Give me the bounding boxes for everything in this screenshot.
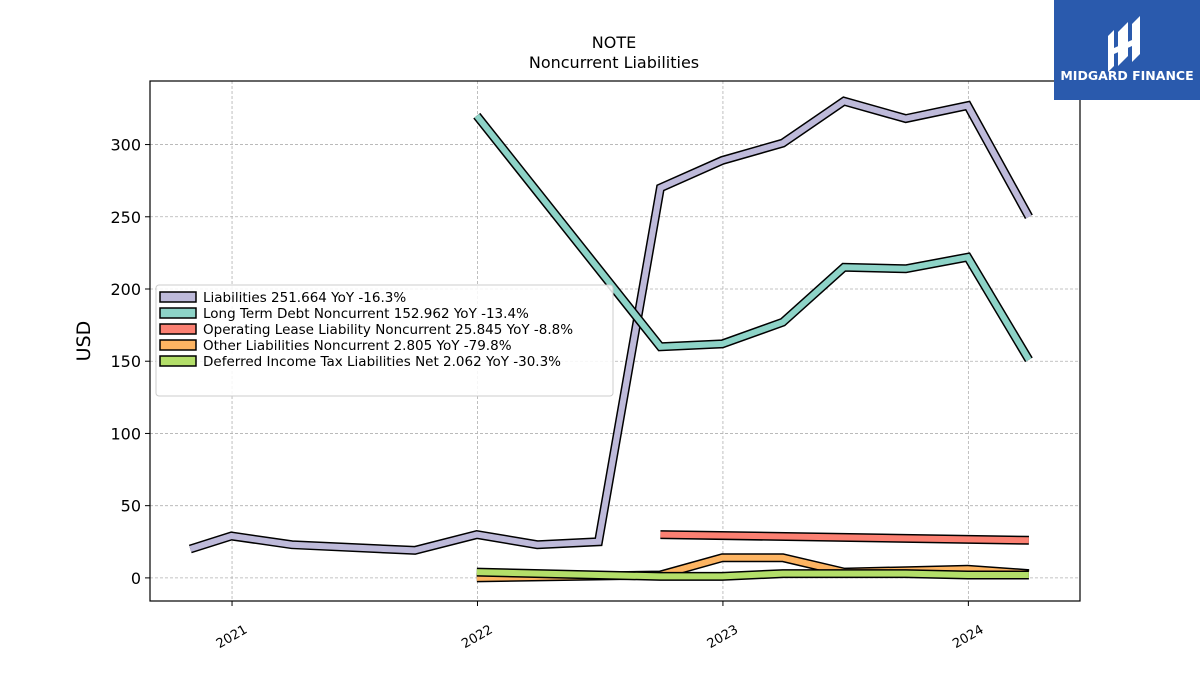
y-axis-ticks: 0 50 100 150 200 250 300 (110, 136, 150, 588)
y-tick-label: 300 (110, 136, 141, 155)
logo-text: MIDGARD FINANCE (1060, 68, 1193, 83)
legend-swatch-1 (159, 291, 197, 303)
x-tick-label: 2022 (459, 622, 495, 652)
title-block: NOTE Noncurrent Liabilities (529, 33, 699, 72)
series-lines (188, 96, 1033, 583)
legend-swatch-2 (159, 307, 197, 319)
y-tick-label: 150 (110, 352, 141, 371)
legend-swatch-5 (159, 355, 197, 367)
y-tick-label: 100 (110, 424, 141, 443)
legend-swatch-3 (159, 323, 197, 335)
series-line-3 (660, 531, 1029, 544)
legend-label-2: Long Term Debt Noncurrent 152.962 YoY -1… (203, 306, 529, 322)
y-tick-label: 50 (121, 497, 141, 516)
legend-label-3: Operating Lease Liability Noncurrent 25.… (203, 322, 573, 338)
x-tick-label: 2023 (705, 622, 741, 652)
legend: Liabilities 251.664 YoY -16.3%Long Term … (155, 284, 614, 397)
x-tick-label: 2021 (214, 622, 250, 652)
series-line-1 (189, 97, 1032, 554)
legend-label-5: Deferred Income Tax Liabilities Net 2.06… (203, 354, 561, 370)
logo-mark-icon (1108, 16, 1140, 72)
series-line-5 (476, 569, 1029, 580)
plot-frame (149, 80, 1081, 602)
y-axis-label: USD (73, 321, 95, 362)
y-tick-label: 200 (110, 280, 141, 299)
x-tick-label: 2024 (950, 622, 986, 652)
chart-title: NOTE (592, 33, 636, 52)
legend-label-1: Liabilities 251.664 YoY -16.3% (203, 290, 406, 306)
series-line-2 (474, 113, 1032, 362)
legend-box (155, 284, 614, 397)
legend-label-4: Other Liabilities Noncurrent 2.805 YoY -… (203, 338, 512, 354)
x-axis-ticks: 2021 2022 2023 2024 (214, 601, 986, 652)
y-tick-label: 250 (110, 208, 141, 227)
y-tick-label: 0 (131, 569, 141, 588)
brand-logo: MIDGARD FINANCE (1054, 0, 1200, 100)
chart-subtitle: Noncurrent Liabilities (529, 53, 699, 72)
legend-swatch-4 (159, 339, 197, 351)
